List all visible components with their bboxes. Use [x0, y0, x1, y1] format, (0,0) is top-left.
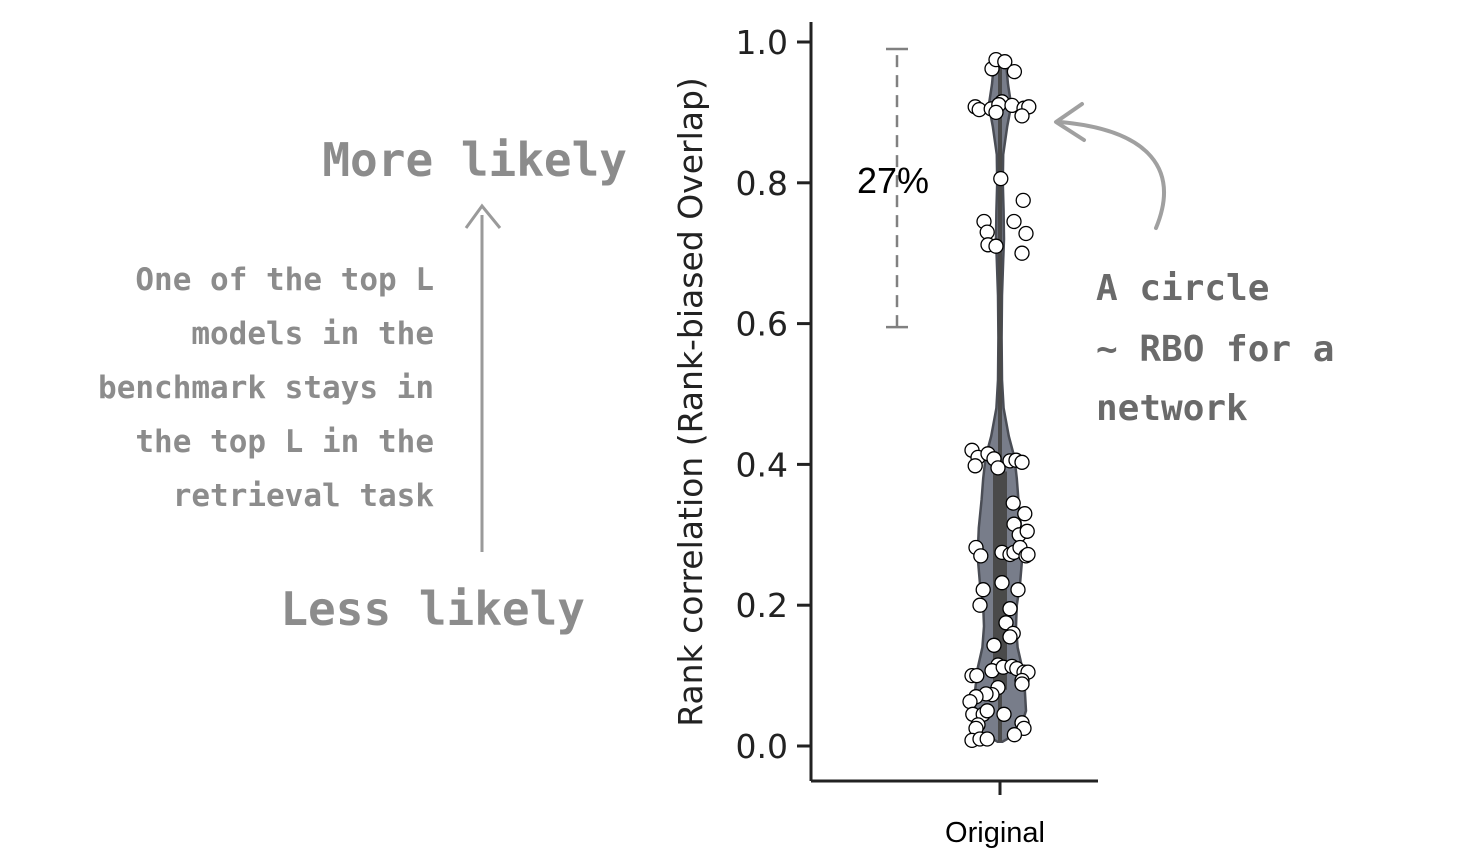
less-likely-label: Less likely [280, 582, 585, 636]
data-point [996, 706, 1012, 722]
data-point [967, 458, 983, 474]
data-point [1019, 523, 1035, 539]
more-likely-label: More likely [322, 133, 627, 187]
y-axis-label: Rank correlation (Rank-biased Overlap) [671, 77, 710, 727]
data-point [1006, 727, 1023, 743]
data-point [986, 637, 1002, 653]
data-point [1014, 245, 1030, 261]
data-point [979, 731, 995, 747]
y-tick-label: 0.0 [736, 727, 788, 766]
bracket-annotation: 27% [857, 47, 929, 329]
data-point [973, 548, 989, 564]
data-point [988, 238, 1004, 254]
data-point [1006, 63, 1023, 80]
right-note-line-3: network [1096, 388, 1248, 429]
data-point [993, 170, 1009, 187]
data-point [1002, 629, 1018, 645]
curved-arrowhead-icon [1054, 102, 1086, 142]
data-point [990, 460, 1006, 476]
left-note-line-2: models in the [191, 316, 434, 352]
data-point [997, 54, 1013, 70]
x-tick-label: Original [945, 817, 1045, 849]
data-point [1018, 225, 1034, 242]
y-tick-label: 0.8 [736, 164, 788, 203]
curved-arrow-shaft [1058, 120, 1166, 230]
data-point [979, 703, 995, 719]
right-note-line-1: A circle [1096, 268, 1269, 309]
data-point [988, 104, 1004, 121]
left-note-line-3: benchmark stays in [98, 370, 434, 406]
data-point [994, 575, 1010, 591]
y-tick-label: 0.4 [736, 445, 788, 484]
y-tick-label: 0.2 [736, 586, 788, 625]
y-tick-label: 1.0 [736, 23, 788, 62]
data-point [979, 224, 995, 240]
data-points [962, 51, 1037, 749]
data-point [972, 597, 988, 613]
right-note-line-2: ~ RBO for a [1096, 329, 1334, 370]
bracket-percent-label: 27% [857, 160, 929, 201]
data-point [1015, 192, 1031, 209]
left-note-line-5: retrieval task [173, 478, 435, 514]
likelihood-arrowhead-icon [464, 203, 502, 229]
data-point [969, 667, 985, 684]
y-tick-label: 0.6 [736, 305, 788, 344]
data-point [1006, 213, 1022, 230]
left-note-line-4: the top L in the [135, 424, 434, 460]
data-point [975, 582, 991, 598]
violin [972, 60, 1028, 744]
data-point [962, 693, 978, 710]
data-point [1017, 506, 1033, 522]
axes: 0.0 0.2 0.4 0.6 0.8 1.0 Original Rank correlati… [671, 22, 1098, 849]
left-note-line-1: One of the top L [135, 262, 434, 298]
data-point [1005, 495, 1021, 511]
data-point [998, 615, 1014, 631]
annotation-layer: More likely One of the top L models in t… [98, 102, 1334, 636]
data-point [1014, 108, 1030, 124]
data-point [1020, 546, 1036, 563]
data-point [1002, 601, 1018, 617]
data-point [1014, 676, 1030, 692]
data-point [1010, 582, 1026, 598]
data-point [1014, 454, 1030, 470]
